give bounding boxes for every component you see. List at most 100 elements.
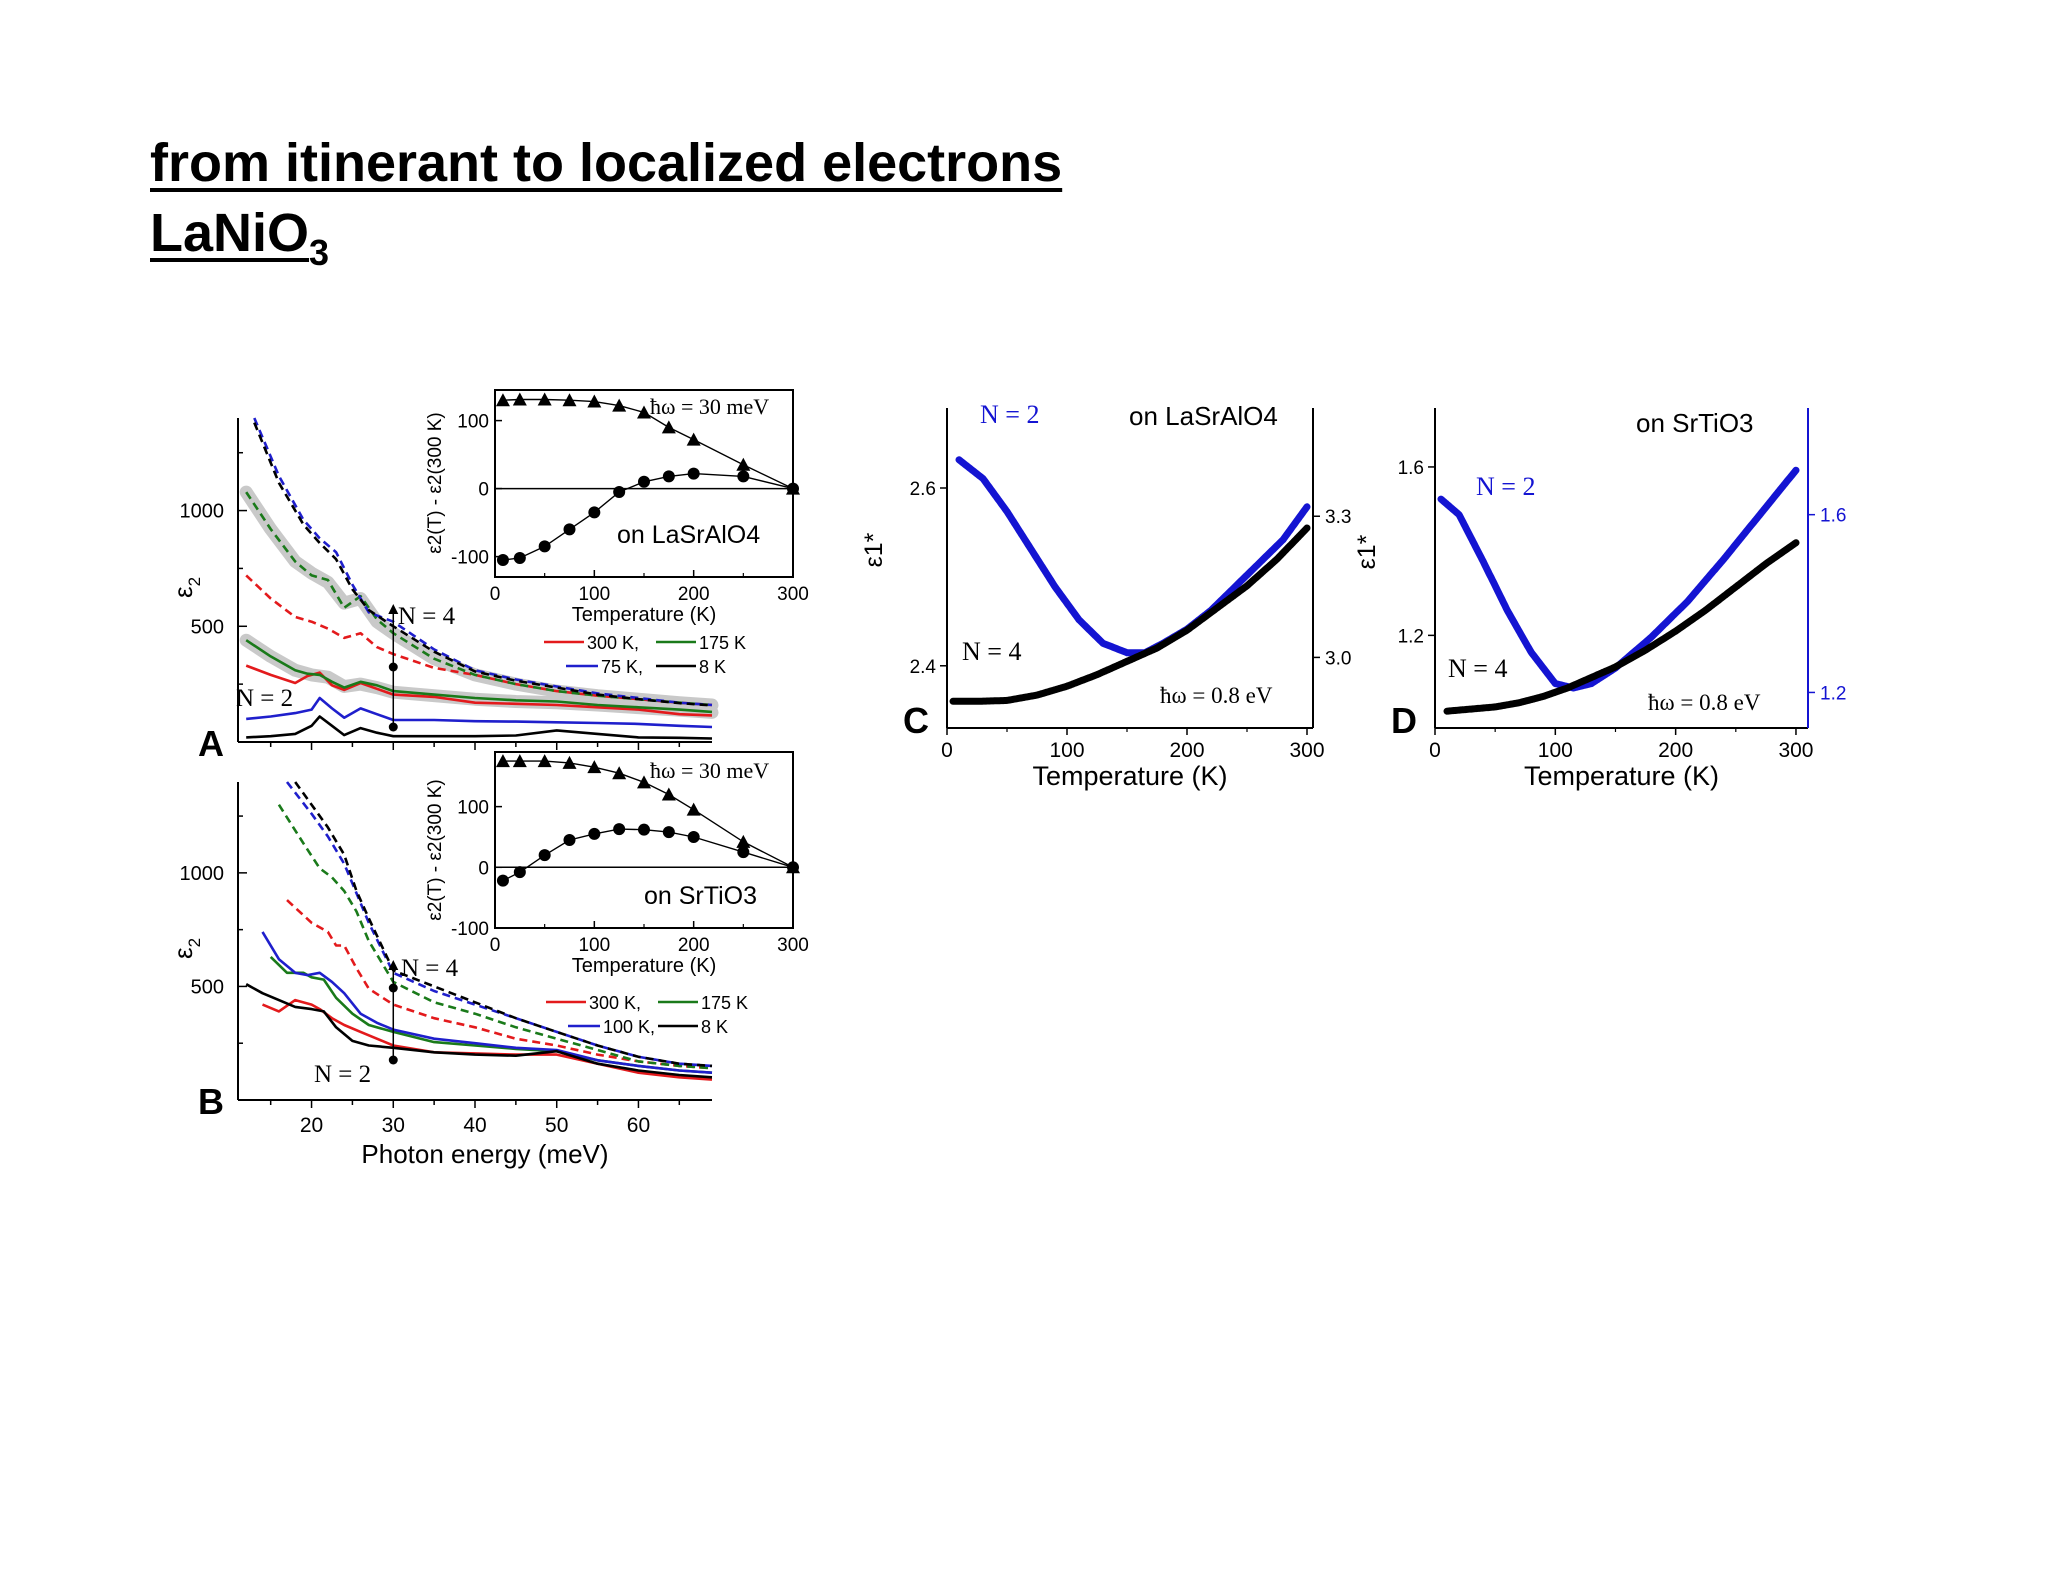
y-axis-label: ε1* bbox=[1353, 534, 1381, 569]
x-tick-label: 100 bbox=[578, 584, 610, 605]
series-n4-curve bbox=[949, 524, 1311, 705]
left-y-tick-label: 2.4 bbox=[910, 657, 937, 678]
y-tick-label: 0 bbox=[478, 480, 489, 501]
circle-marker bbox=[388, 1055, 398, 1065]
circle-marker bbox=[638, 823, 650, 836]
series-175k-dashed-line bbox=[277, 804, 713, 1070]
circle-marker bbox=[638, 475, 650, 488]
triangle-marker bbox=[495, 393, 510, 407]
triangle-marker bbox=[388, 960, 399, 970]
triangle-marker bbox=[562, 755, 577, 769]
legend: 300 K, 175 K 100 K, 8 K bbox=[546, 993, 748, 1037]
x-tick-label: 0 bbox=[490, 935, 501, 956]
series-n2-curve bbox=[955, 456, 1311, 657]
x-tick-label: 50 bbox=[545, 1114, 568, 1137]
x-tick-label: 300 bbox=[1289, 739, 1324, 762]
y-tick-label: 100 bbox=[457, 412, 489, 433]
series-n2-curve bbox=[1437, 466, 1800, 692]
circle-marker bbox=[613, 823, 626, 836]
annotation-photon-energy: ħω = 0.8 eV bbox=[1160, 683, 1273, 708]
legend-label: 8 K bbox=[699, 657, 726, 677]
triangle-marker bbox=[587, 760, 602, 774]
circle-marker bbox=[538, 540, 551, 553]
panel-letter: B bbox=[198, 1081, 224, 1122]
annotation-substrate: on SrTiO3 bbox=[644, 882, 757, 910]
left-y-tick-label: 1.6 bbox=[1398, 458, 1424, 479]
series-175k-solid-line bbox=[245, 639, 713, 714]
y-tick-label: 100 bbox=[457, 798, 489, 819]
triangle-marker bbox=[537, 754, 552, 768]
annotation-photon-energy: ħω = 30 meV bbox=[650, 758, 769, 783]
x-axis-label: Temperature (K) bbox=[572, 955, 717, 977]
annotation-n2: N = 2 bbox=[236, 685, 293, 712]
circle-marker bbox=[563, 523, 576, 536]
y-tick-label: 0 bbox=[478, 858, 489, 879]
y-tick-label: -100 bbox=[451, 548, 489, 569]
x-tick-label: 200 bbox=[678, 584, 710, 605]
left-y-tick-label: 1.2 bbox=[1398, 626, 1424, 647]
slide-title: from itinerant to localized electrons La… bbox=[150, 128, 1062, 271]
circle-marker bbox=[737, 470, 750, 483]
legend-label: 300 K, bbox=[587, 633, 639, 653]
y-axis-label-subscript: 2 bbox=[185, 938, 204, 947]
annotation-n2: N = 2 bbox=[314, 1061, 371, 1088]
triangle-marker bbox=[736, 834, 751, 848]
circle-marker bbox=[588, 506, 601, 519]
annotation-n2: N = 2 bbox=[980, 400, 1039, 429]
series-75k-solid-line bbox=[246, 696, 713, 729]
series-300k-dashed-line bbox=[286, 899, 713, 1070]
panel-d: 1.2 1.6 1.2 1.6 0 100 200 300 Temperature (K) ε1*… bbox=[1353, 408, 1846, 791]
series-300k-dashed-line bbox=[245, 574, 713, 707]
circle-marker bbox=[613, 486, 626, 498]
y-tick-label: 1000 bbox=[180, 863, 225, 885]
triangle-marker bbox=[512, 754, 527, 768]
x-axis-label: Temperature (K) bbox=[1524, 761, 1719, 791]
right-y-tick-label: 1.2 bbox=[1820, 683, 1846, 704]
triangle-marker bbox=[512, 392, 527, 406]
x-axis-label: Photon energy (meV) bbox=[361, 1139, 608, 1169]
y-axis-label: ε2 bbox=[168, 577, 204, 598]
circle-marker bbox=[588, 827, 601, 840]
circle-marker bbox=[513, 551, 526, 564]
right-y-tick-label: 3.0 bbox=[1325, 648, 1351, 669]
x-tick-label: 0 bbox=[1429, 739, 1441, 762]
legend-label: 8 K bbox=[701, 1017, 728, 1037]
y-tick-label: 500 bbox=[191, 616, 224, 638]
x-tick-label: 30 bbox=[382, 1114, 405, 1137]
legend: 300 K, 175 K 75 K, 8 K bbox=[544, 633, 746, 677]
triangle-marker bbox=[562, 393, 577, 407]
panel-title: on SrTiO3 bbox=[1636, 408, 1754, 438]
circle-marker bbox=[496, 874, 509, 887]
x-tick-label: 300 bbox=[777, 584, 809, 605]
circle-marker bbox=[496, 554, 509, 566]
x-axis-label: Temperature (K) bbox=[1032, 761, 1227, 791]
circle-marker bbox=[388, 662, 398, 672]
annotation-n4: N = 4 bbox=[1448, 654, 1507, 683]
series-n4-curve bbox=[1443, 539, 1800, 715]
legend-label: 175 K bbox=[699, 633, 746, 653]
right-y-tick-label: 1.6 bbox=[1820, 506, 1846, 527]
triangle-marker bbox=[587, 394, 602, 408]
annotation-n4: N = 4 bbox=[401, 955, 459, 982]
x-axis-label: Temperature (K) bbox=[572, 604, 717, 626]
x-tick-label: 300 bbox=[1778, 739, 1813, 762]
circle-marker bbox=[388, 983, 398, 993]
triangle-marker bbox=[612, 766, 627, 780]
legend-label: 75 K, bbox=[601, 657, 643, 677]
x-tick-label: 100 bbox=[1049, 739, 1084, 762]
right-y-tick-label: 3.3 bbox=[1325, 507, 1351, 528]
slide-title-line2: LaNiO3 bbox=[150, 198, 1062, 271]
triangle-marker bbox=[661, 420, 676, 434]
series-75k-dashed-line bbox=[253, 417, 713, 707]
annotation-n4: N = 4 bbox=[962, 637, 1021, 666]
triangle-marker bbox=[686, 802, 701, 816]
annotation-substrate: on LaSrAlO4 bbox=[617, 521, 760, 549]
series-300k-solid-line bbox=[245, 664, 713, 717]
x-tick-label: 40 bbox=[463, 1114, 486, 1137]
panel-c: 2.4 2.6 3.0 3.3 0 100 200 300 Temperature (K) ε1*… bbox=[860, 400, 1351, 791]
x-tick-label: 200 bbox=[678, 935, 710, 956]
